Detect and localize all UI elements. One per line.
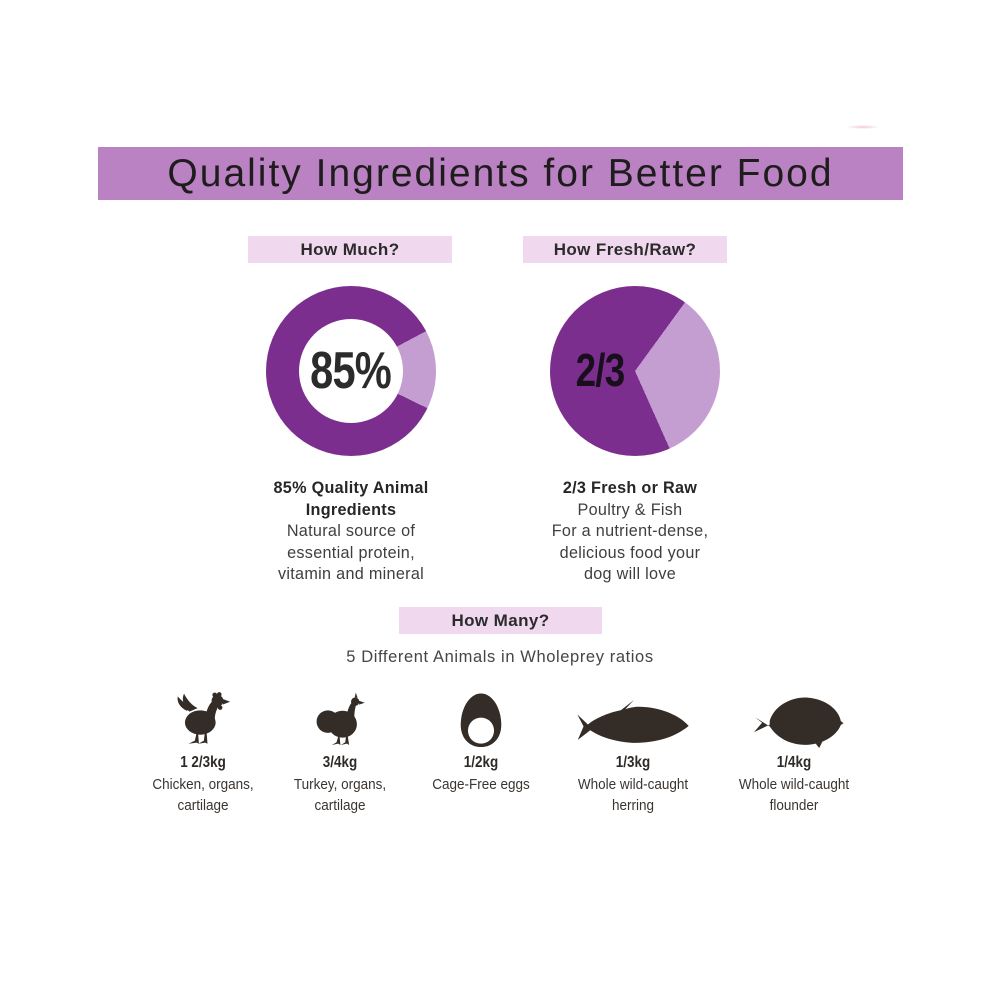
animal-turkey: 3/4kg Turkey, organs, cartilage (255, 686, 425, 816)
page-title-banner: Quality Ingredients for Better Food (98, 147, 903, 200)
caption-line: 85% Quality Animal (273, 479, 429, 497)
animal-herring: 1/3kg Whole wild-caught herring (548, 686, 718, 816)
amount-label: 3/4kg (322, 754, 358, 771)
page-title: Quality Ingredients for Better Food (167, 151, 834, 195)
herring-icon (577, 700, 689, 743)
how-fresh-caption: 2/3 Fresh or Raw Poultry & Fish For a nu… (515, 478, 745, 586)
pie-center-value: 2/3 (575, 343, 626, 396)
flounder-icon (753, 697, 844, 748)
donut-chart-hole: 85% (299, 319, 403, 423)
egg-icon (460, 693, 502, 748)
donut-chart: 85% (266, 286, 436, 456)
scan-artifact (846, 125, 880, 129)
donut-center-value: 85% (310, 342, 393, 400)
caption-line: dog will love (583, 565, 677, 583)
turkey-icon (316, 692, 365, 745)
pie-chart: 2/3 (550, 286, 720, 456)
chicken-icon (177, 692, 231, 744)
caption-line: 2/3 Fresh or Raw (562, 479, 698, 497)
animal-desc: Whole wild-caught herring (577, 776, 689, 814)
animal-desc: Whole wild-caught flounder (738, 776, 850, 814)
animal-chicken: 1 2/3kg Chicken, organs, cartilage (118, 686, 288, 816)
caption-line: delicious food your (559, 543, 701, 562)
animal-desc: Cage-Free eggs (432, 776, 530, 793)
amount-label: 1 2/3kg (180, 754, 226, 771)
animal-desc: Chicken, organs, cartilage (152, 776, 254, 814)
animal-egg: 1/2kg Cage-Free eggs (396, 686, 566, 795)
amount-label: 1/4kg (776, 754, 812, 771)
caption-line: essential protein, (287, 543, 415, 562)
section-label-how-much: How Much? (248, 236, 452, 263)
caption-line: vitamin and mineral (277, 565, 425, 583)
section-label-how-fresh-raw: How Fresh/Raw? (523, 236, 727, 263)
caption-line: Poultry & Fish (577, 500, 683, 519)
animal-flounder: 1/4kg Whole wild-caught flounder (709, 686, 879, 816)
caption-line: For a nutrient-dense, (551, 522, 709, 540)
caption-line: Ingredients (305, 500, 397, 519)
amount-label: 1/3kg (615, 754, 651, 771)
section-label-how-many: How Many? (399, 607, 602, 634)
how-many-subtitle: 5 Different Animals in Wholeprey ratios (346, 648, 654, 666)
amount-label: 1/2kg (463, 754, 499, 771)
how-much-caption: 85% Quality Animal Ingredients Natural s… (236, 478, 466, 586)
caption-line: Natural source of (286, 522, 416, 540)
animal-desc: Turkey, organs, cartilage (293, 776, 387, 814)
